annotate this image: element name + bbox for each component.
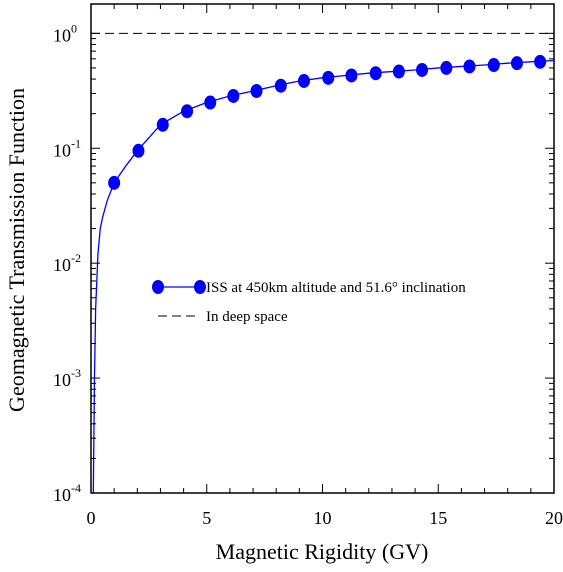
- y-tick-label: 10-3: [53, 366, 81, 390]
- data-point: [204, 95, 217, 110]
- data-point: [392, 64, 405, 79]
- data-point: [463, 59, 476, 74]
- y-tick-label: 100: [53, 21, 77, 45]
- x-tick-label: 0: [87, 508, 96, 528]
- data-point: [108, 175, 121, 190]
- legend-label-deep-space: In deep space: [206, 309, 288, 325]
- data-point: [487, 58, 500, 73]
- data-point: [510, 56, 523, 71]
- data-point: [416, 62, 429, 77]
- y-axis-title: Geomagnetic Transmission Function: [4, 88, 29, 412]
- x-tick-label: 10: [314, 508, 332, 528]
- x-axis-title: Magnetic Rigidity (GV): [216, 539, 429, 564]
- data-point: [132, 143, 145, 158]
- tick-label-layer: 0 5 10 15 20 10-4 10-3 10-2 10-1 100: [53, 21, 563, 528]
- x-tick-label: 20: [545, 508, 563, 528]
- data-point: [227, 88, 240, 103]
- legend-marker-iss-left: [152, 280, 164, 294]
- y-tick-label: 10-2: [53, 251, 81, 275]
- tick-layer: [90, 4, 555, 494]
- data-point: [181, 104, 194, 119]
- data-point: [274, 78, 287, 93]
- data-point: [250, 83, 263, 98]
- series-layer: [91, 32, 554, 493]
- marker-layer: [108, 54, 547, 190]
- data-point: [345, 68, 358, 83]
- data-point: [156, 117, 169, 132]
- y-tick-label: 10-4: [53, 481, 81, 505]
- x-tick-label: 15: [429, 508, 447, 528]
- legend-label-iss: ISS at 450km altitude and 51.6° inclinat…: [206, 280, 466, 296]
- x-tick-label: 5: [202, 508, 211, 528]
- data-point: [322, 70, 335, 85]
- data-point: [440, 60, 453, 75]
- y-tick-label: 10-1: [53, 136, 81, 160]
- data-point: [297, 73, 310, 88]
- legend: ISS at 450km altitude and 51.6° inclinat…: [152, 280, 466, 325]
- data-point: [534, 54, 547, 69]
- data-point: [369, 66, 382, 81]
- legend-marker-iss-right: [194, 280, 206, 294]
